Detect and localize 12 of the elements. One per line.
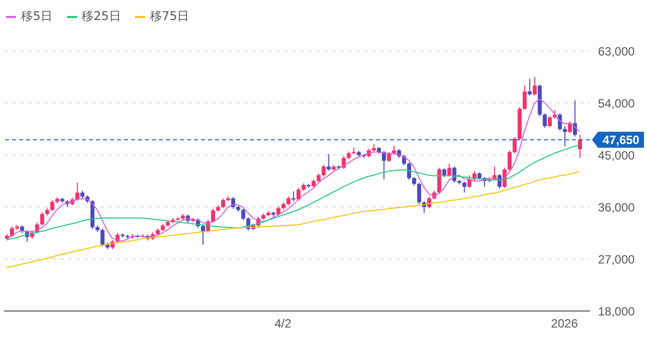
y-tick-label: 18,000 [598,304,636,318]
x-tick-label: 2026 [551,316,578,331]
y-tick-label: 45,000 [598,148,636,162]
legend-label: 移25日 [82,8,121,25]
x-tick-label: 4/2 [274,316,292,331]
ref-line-label: 47,650 [602,133,640,148]
legend-label: 移75日 [150,8,190,25]
y-tick-label: 63,000 [598,44,636,58]
y-tick-label: 27,000 [598,252,636,266]
y-tick-label: 54,000 [598,96,636,110]
y-tick-label: 36,000 [598,200,636,214]
legend-label: 移5日 [21,8,53,25]
